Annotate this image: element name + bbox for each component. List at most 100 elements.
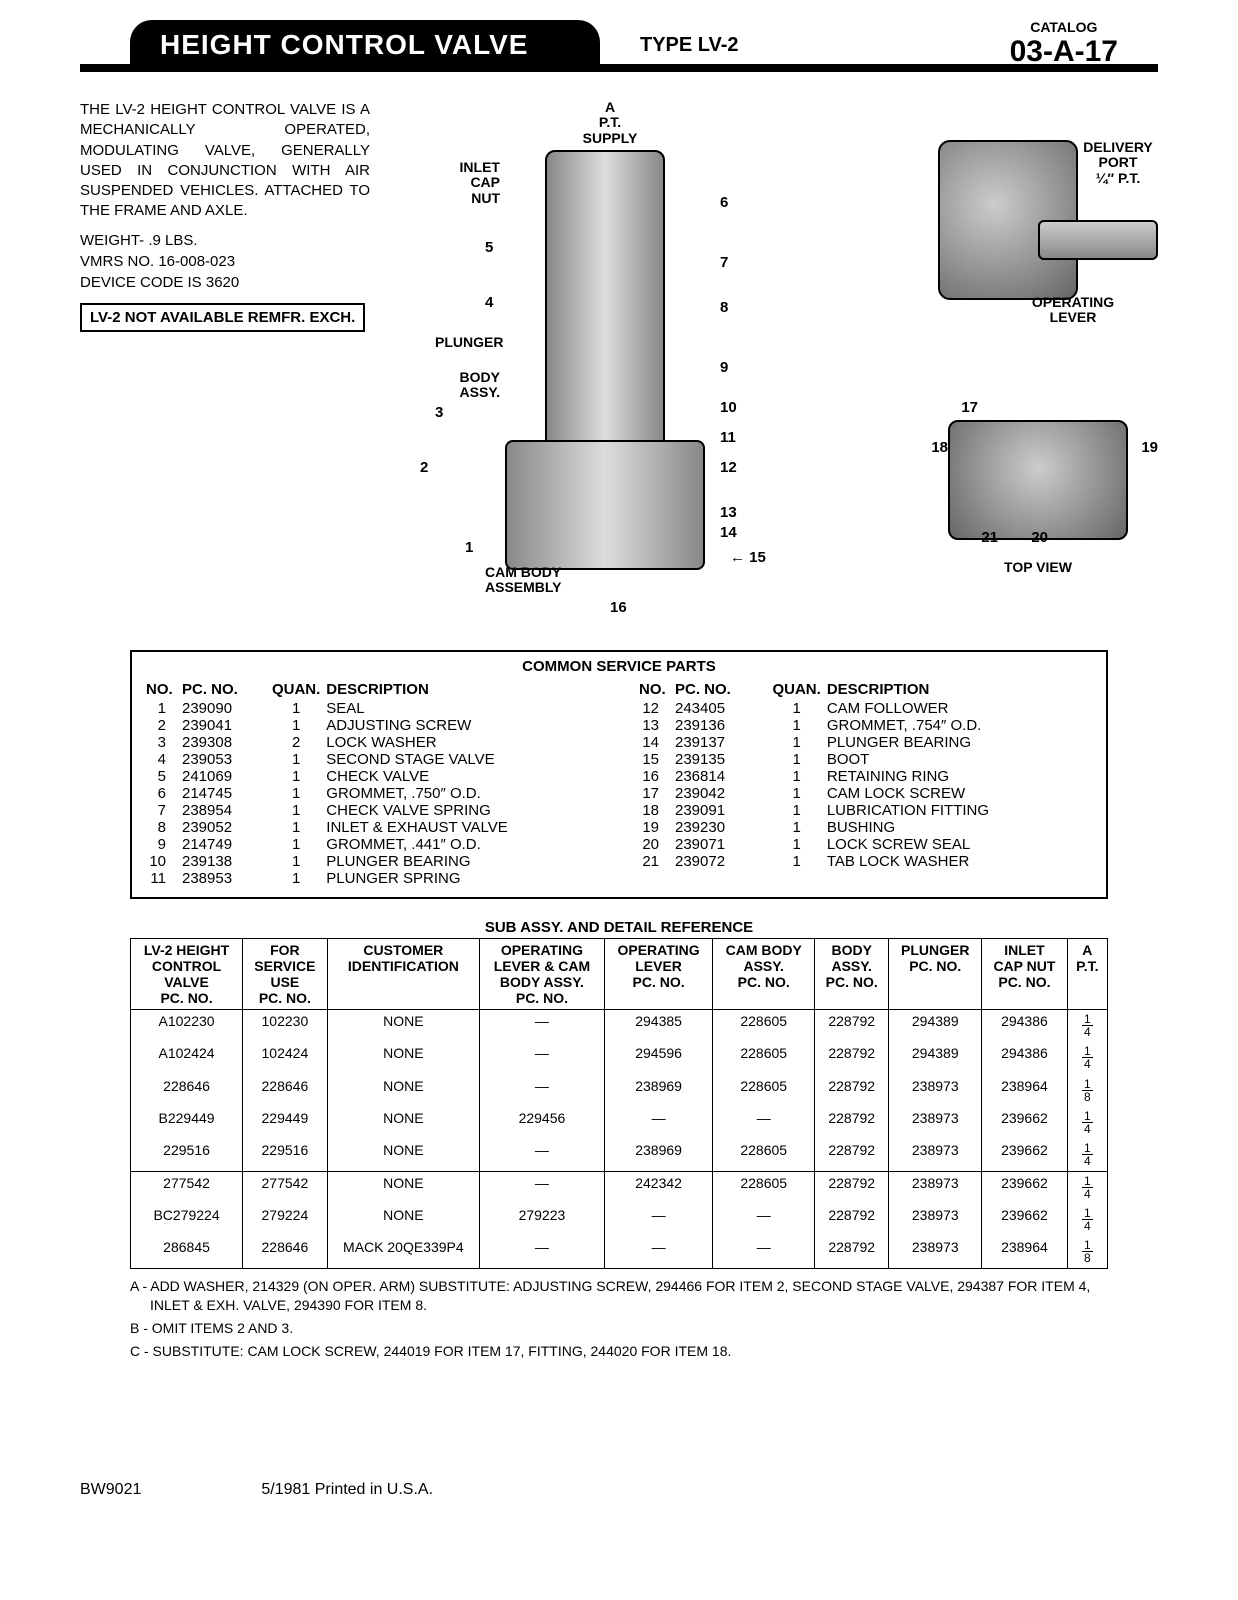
csp-grid: NO.PC. NO.QUAN.DESCRIPTION 1 239090 1 SE… [146,679,1092,887]
csp-row: 8 239052 1 INLET & EXHAUST VALVE [146,819,599,836]
label-plunger: PLUNGER [435,335,503,350]
callout-17: 17 [961,400,978,417]
subassy-row: 286845228646MACK 20QE339P4———22879223897… [131,1236,1108,1269]
label-inlet-cap-nut: INLET CAP NUT [450,160,500,206]
header-black-tab: HEIGHT CONTROL VALVE [130,20,600,70]
csp-row: 10 239138 1 PLUNGER BEARING [146,853,599,870]
csp-left: NO.PC. NO.QUAN.DESCRIPTION 1 239090 1 SE… [146,679,599,887]
callout-3: 3 [435,405,443,422]
csp-row: 6 214745 1 GROMMET, .750″ O.D. [146,785,599,802]
csp-row: 9 214749 1 GROMMET, .441″ O.D. [146,836,599,853]
label-top-view: TOP VIEW [998,560,1078,575]
diagram-region: A P.T. SUPPLY ↓ INLET CAP NUT 5 4 PLUNGE… [390,100,1158,630]
callout-18: 18 [931,440,948,457]
catalog-label: CATALOG [1010,20,1118,35]
subassy-header: OPERATINGLEVERPC. NO. [604,939,713,1010]
csp-row: 17 239042 1 CAM LOCK SCREW [639,785,1092,802]
callout-21: 21 [981,530,998,547]
page-title: HEIGHT CONTROL VALVE [160,29,528,61]
subassy-header: CAM BODYASSY.PC. NO. [713,939,815,1010]
callout-13: 13 [720,505,737,522]
catalog-page: HEIGHT CONTROL VALVE TYPE LV-2 CATALOG 0… [0,0,1238,1539]
subassy-header: CUSTOMERIDENTIFICATION [327,939,479,1010]
footnotes: A - ADD WASHER, 214329 (ON OPER. ARM) SU… [130,1277,1108,1361]
common-service-parts-box: COMMON SERVICE PARTS NO.PC. NO.QUAN.DESC… [130,650,1108,899]
callout-4: 4 [485,295,493,312]
callout-10: 10 [720,400,737,417]
csp-row: 7 238954 1 CHECK VALVE SPRING [146,802,599,819]
upper-region: THE LV-2 HEIGHT CONTROL VALVE IS A MECHA… [80,100,1158,630]
callout-11: 11 [720,430,736,447]
callout-8: 8 [720,300,728,317]
callout-2: 2 [420,460,428,477]
csp-row: 15 239135 1 BOOT [639,751,1092,768]
csp-row: 4 239053 1 SECOND STAGE VALVE [146,751,599,768]
callout-7: 7 [720,255,728,272]
csp-row: 5 241069 1 CHECK VALVE [146,768,599,785]
intro-paragraph: THE LV-2 HEIGHT CONTROL VALVE IS A MECHA… [80,100,370,222]
subassy-row: A102424102424NONE—2945962286052287922943… [131,1042,1108,1074]
csp-row: 20 239071 1 LOCK SCREW SEAL [639,836,1092,853]
subassy-row: BC279224279224NONE279223——22879223897323… [131,1204,1108,1236]
label-cam-body-assembly: CAM BODY ASSEMBLY [485,565,562,596]
csp-row: 1 239090 1 SEAL [146,700,599,717]
csp-left-table: NO.PC. NO.QUAN.DESCRIPTION 1 239090 1 SE… [146,679,599,887]
csp-row: 11 238953 1 PLUNGER SPRING [146,870,599,887]
lever-shape [1038,220,1158,260]
callout-14: 14 [720,525,737,542]
subassy-row: 229516229516NONE—23896922860522879223897… [131,1139,1108,1172]
csp-row: 2 239041 1 ADJUSTING SCREW [146,717,599,734]
csp-row: 12 243405 1 CAM FOLLOWER [639,700,1092,717]
callout-16: 16 [610,600,627,617]
callout-6: 6 [720,195,728,212]
header-tab: HEIGHT CONTROL VALVE TYPE LV-2 CATALOG 0… [80,20,1158,80]
label-operating-lever: OPERATING LEVER [1028,295,1118,326]
type-label: TYPE LV-2 [640,34,739,57]
subassy-table: LV-2 HEIGHTCONTROLVALVEPC. NO.FORSERVICE… [130,938,1108,1269]
subassy-row: B229449229449NONE229456——228792238973239… [131,1107,1108,1139]
subassy-header: AP.T. [1067,939,1107,1010]
vmrs-line: VMRS NO. 16-008-023 [80,253,370,270]
main-cutaway-diagram [505,140,705,620]
subassy-row: A102230102230NONE—2943852286052287922943… [131,1010,1108,1043]
callout-12: 12 [720,460,737,477]
note-c: C - SUBSTITUTE: CAM LOCK SCREW, 244019 F… [130,1342,1108,1361]
callout-5: 5 [485,240,493,257]
intro-column: THE LV-2 HEIGHT CONTROL VALVE IS A MECHA… [80,100,370,630]
csp-row: 3 239308 2 LOCK WASHER [146,734,599,751]
footer-code: BW9021 [80,1481,141,1499]
subassy-header: FORSERVICEUSEPC. NO. [243,939,328,1010]
callout-1: 1 [465,540,473,557]
label-body-assy: BODY ASSY. [455,370,500,401]
subassy-row: 277542277542NONE—24234222860522879223897… [131,1171,1108,1204]
availability-note-box: LV-2 NOT AVAILABLE REMFR. EXCH. [80,303,365,332]
subassy-header: OPERATINGLEVER & CAMBODY ASSY.PC. NO. [480,939,605,1010]
subassy-header: LV-2 HEIGHTCONTROLVALVEPC. NO. [131,939,243,1010]
device-code-line: DEVICE CODE IS 3620 [80,274,370,291]
catalog-block: CATALOG 03-A-17 [1010,20,1118,68]
csp-title: COMMON SERVICE PARTS [146,658,1092,675]
csp-right-table: NO.PC. NO.QUAN.DESCRIPTION 12 243405 1 C… [639,679,1092,870]
label-a: A [580,100,640,115]
page-footer: BW9021 5/1981 Printed in U.S.A. [80,1481,1158,1499]
top-view-shape [948,420,1128,540]
subassy-header: BODYASSY.PC. NO. [815,939,889,1010]
label-pt: P.T. [580,115,640,130]
csp-right: NO.PC. NO.QUAN.DESCRIPTION 12 243405 1 C… [639,679,1092,887]
csp-row: 21 239072 1 TAB LOCK WASHER [639,853,1092,870]
subassy-header: PLUNGERPC. NO. [889,939,982,1010]
note-a: A - ADD WASHER, 214329 (ON OPER. ARM) SU… [130,1277,1108,1315]
csp-row: 16 236814 1 RETAINING RING [639,768,1092,785]
footer-print: 5/1981 Printed in U.S.A. [261,1481,433,1499]
callout-20: 20 [1031,530,1048,547]
csp-row: 13 239136 1 GROMMET, .754″ O.D. [639,717,1092,734]
csp-row: 18 239091 1 LUBRICATION FITTING [639,802,1092,819]
callout-19: 19 [1141,440,1158,457]
subassy-title: SUB ASSY. AND DETAIL REFERENCE [130,919,1108,936]
callout-15: ← 15 [730,550,766,567]
csp-row: 14 239137 1 PLUNGER BEARING [639,734,1092,751]
header-rule [80,64,1158,72]
weight-line: WEIGHT- .9 LBS. [80,232,370,249]
callout-9: 9 [720,360,728,377]
csp-row: 19 239230 1 BUSHING [639,819,1092,836]
